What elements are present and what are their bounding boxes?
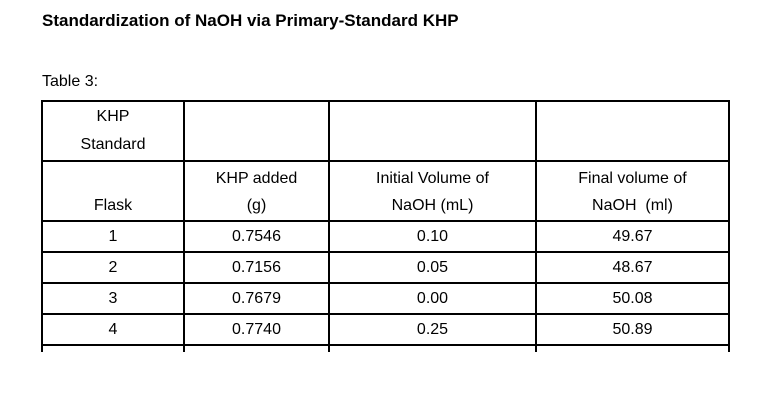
- table-caption: Table 3:: [42, 73, 99, 90]
- header-khp-standard: KHP Standard: [41, 100, 185, 162]
- cell-khp-added: 0.7740: [183, 313, 330, 346]
- header-flask: Flask: [41, 160, 185, 222]
- cell-flask: 3: [41, 282, 185, 315]
- header-final-volume: Final volume of NaOH (ml): [535, 160, 730, 222]
- table-row: 2 0.7156 0.05 48.67: [41, 251, 730, 284]
- header-khp-added: KHP added (g): [183, 160, 330, 222]
- cell-khp-added: 0.7679: [183, 282, 330, 315]
- cell-flask: 2: [41, 251, 185, 284]
- cell-initial-volume: 0.05: [328, 251, 537, 284]
- cell-final-volume: 48.67: [535, 251, 730, 284]
- cell-final-volume: 49.67: [535, 220, 730, 253]
- stub-cell: [41, 344, 185, 352]
- table-row: 1 0.7546 0.10 49.67: [41, 220, 730, 253]
- table-row: 4 0.7740 0.25 50.89: [41, 313, 730, 346]
- cell-flask: 1: [41, 220, 185, 253]
- stub-cell: [183, 344, 330, 352]
- cell-final-volume: 50.08: [535, 282, 730, 315]
- header-empty-cell-3: [535, 100, 730, 162]
- cell-initial-volume: 0.00: [328, 282, 537, 315]
- khp-standardization-table: KHP Standard Flask KHP added (g) Initial…: [41, 100, 730, 352]
- header-initial-volume: Initial Volume of NaOH (mL): [328, 160, 537, 222]
- stub-cell: [328, 344, 537, 352]
- table-row: 3 0.7679 0.00 50.08: [41, 282, 730, 315]
- cell-khp-added: 0.7546: [183, 220, 330, 253]
- table-header-row-columns: Flask KHP added (g) Initial Volume of Na…: [41, 160, 730, 222]
- cell-initial-volume: 0.25: [328, 313, 537, 346]
- header-empty-cell-1: [183, 100, 330, 162]
- table-header-row-top: KHP Standard: [41, 100, 730, 162]
- header-empty-cell-2: [328, 100, 537, 162]
- table-cropped-row-stub: [41, 344, 730, 352]
- cell-khp-added: 0.7156: [183, 251, 330, 284]
- stub-cell: [535, 344, 730, 352]
- document-title: Standardization of NaOH via Primary-Stan…: [42, 11, 459, 30]
- cell-final-volume: 50.89: [535, 313, 730, 346]
- cell-flask: 4: [41, 313, 185, 346]
- cell-initial-volume: 0.10: [328, 220, 537, 253]
